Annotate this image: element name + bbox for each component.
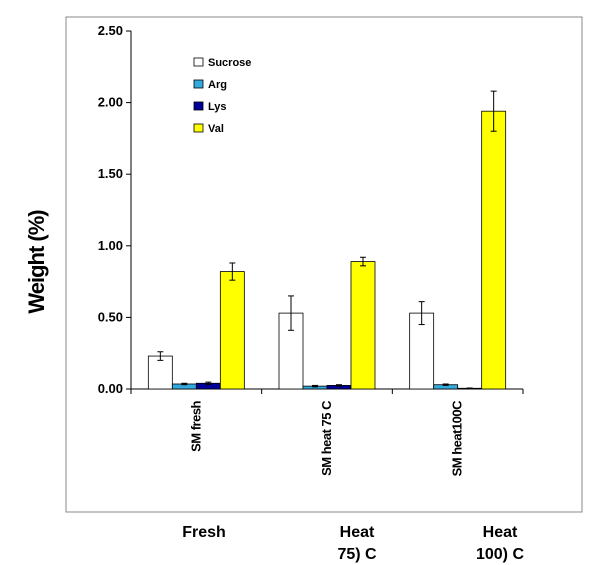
x-tick-label: SM heat100C — [450, 400, 465, 477]
y-tick-label: 2.00 — [98, 95, 123, 110]
legend: Sucrose Arg Lys Val — [193, 57, 251, 135]
plot-area: 0.00 0.50 1.00 1.50 2.00 2.50 SM fresh SM heat … — [98, 23, 524, 477]
y-tick-label: 0.00 — [98, 381, 123, 396]
group-label: 100) C — [476, 546, 524, 563]
legend-label-arg: Arg — [208, 79, 227, 91]
bar-val — [481, 110, 507, 390]
x-tick-label: SM fresh — [188, 400, 203, 451]
legend-label-lys: Lys — [208, 101, 227, 113]
legend-swatch-sucrose — [193, 57, 204, 67]
y-tick-label: 2.50 — [98, 23, 123, 38]
bar-sucrose — [147, 355, 173, 390]
legend-label-val: Val — [208, 123, 224, 135]
chart-frame — [65, 16, 583, 513]
bar-val — [219, 271, 245, 390]
y-tick-label: 0.50 — [98, 309, 123, 324]
legend-swatch-lys — [193, 101, 204, 111]
y-tick-label: 1.50 — [98, 166, 123, 181]
legend-label-sucrose: Sucrose — [208, 57, 251, 69]
group-labels: Fresh Heat 75) C Heat 100) C — [182, 524, 524, 563]
legend-swatch-arg — [193, 79, 204, 89]
y-axis-label: Weight (%) — [24, 210, 49, 314]
y-tick-label: 1.00 — [98, 238, 123, 253]
legend-swatch-val — [193, 123, 204, 133]
bar-val — [350, 261, 376, 390]
group-label: Heat — [340, 524, 375, 541]
x-tick-label: SM heat 75 C — [319, 400, 334, 476]
group-label: Heat — [483, 524, 518, 541]
group-label: Fresh — [182, 524, 226, 541]
group-label: 75) C — [337, 546, 377, 563]
